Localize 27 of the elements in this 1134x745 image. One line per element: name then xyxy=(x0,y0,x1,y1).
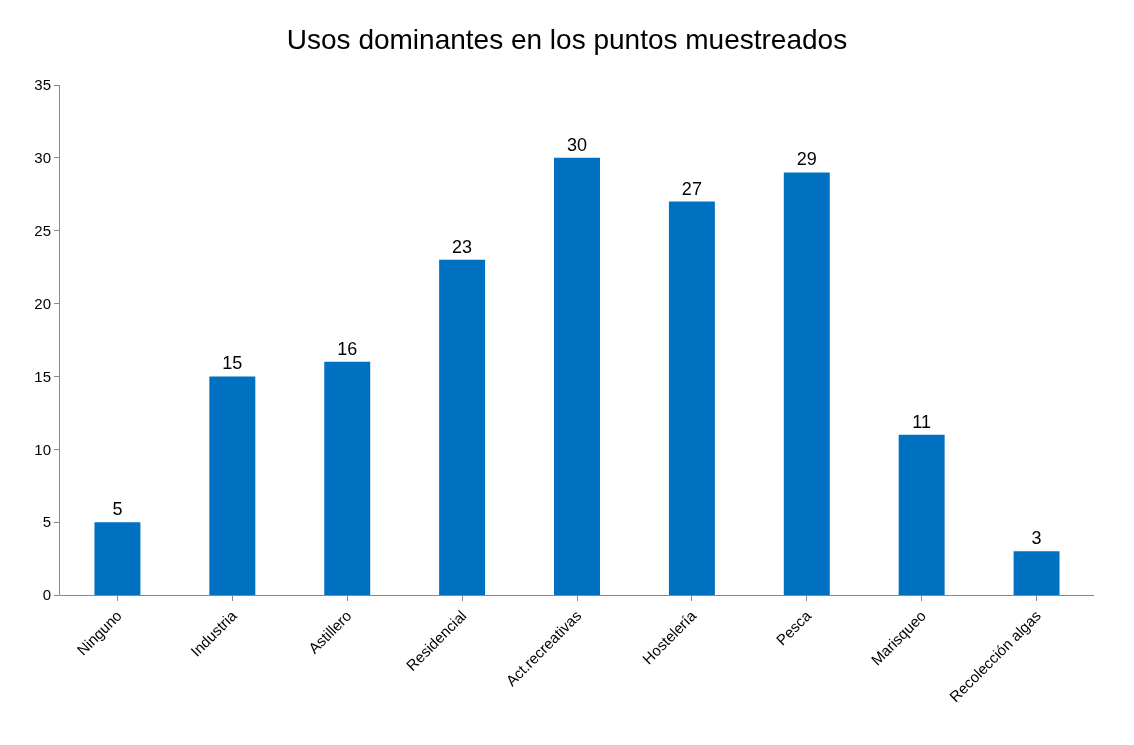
bar xyxy=(1013,551,1060,595)
y-tick-label: 5 xyxy=(42,513,51,531)
y-tick-label: 0 xyxy=(42,586,51,604)
bar xyxy=(439,259,486,595)
data-label: 5 xyxy=(112,499,123,520)
bar xyxy=(783,172,830,595)
bar xyxy=(324,361,371,595)
y-tick-label: 25 xyxy=(34,221,51,239)
data-label: 11 xyxy=(912,411,932,432)
bar xyxy=(898,434,945,595)
bar xyxy=(209,376,256,595)
y-tick-label: 30 xyxy=(34,149,51,167)
data-label: 16 xyxy=(337,338,358,359)
bar xyxy=(668,201,715,595)
y-tick-label: 10 xyxy=(34,440,51,458)
data-label: 23 xyxy=(452,236,473,257)
data-label: 27 xyxy=(681,178,702,199)
data-label: 30 xyxy=(566,134,588,155)
chart-title: Usos dominantes en los puntos muestreados xyxy=(286,24,848,56)
data-label: 15 xyxy=(222,353,243,374)
bar xyxy=(94,522,141,595)
data-label: 29 xyxy=(796,149,817,170)
data-label: 3 xyxy=(1031,528,1042,549)
bar xyxy=(554,157,600,595)
y-tick-label: 15 xyxy=(34,367,51,385)
y-tick-label: 35 xyxy=(34,76,51,94)
y-tick-label: 20 xyxy=(34,294,51,312)
